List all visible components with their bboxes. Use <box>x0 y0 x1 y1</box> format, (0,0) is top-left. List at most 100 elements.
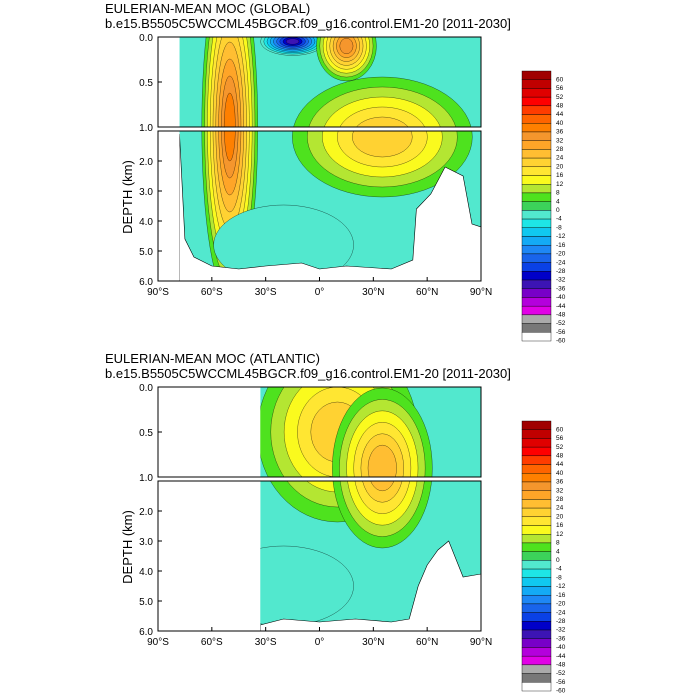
colorbar-label: -8 <box>556 224 562 231</box>
colorbar-box <box>521 166 552 176</box>
colorbar-label: -52 <box>556 320 566 327</box>
colorbar-label: -48 <box>556 662 566 669</box>
contour-level <box>339 37 354 55</box>
colorbar-box <box>521 629 552 639</box>
colorbar-box <box>521 612 552 622</box>
contour-level <box>213 204 354 281</box>
colorbar-label: -60 <box>556 338 566 345</box>
y-tick-label: 0.5 <box>139 428 153 439</box>
topography-mask <box>260 540 481 631</box>
colorbar-box <box>521 560 552 570</box>
colorbar-box <box>521 314 552 324</box>
colorbar-label: 16 <box>556 172 564 179</box>
colorbar-box <box>521 88 552 98</box>
colorbar-label: 52 <box>556 94 564 101</box>
colorbar-box <box>521 464 552 474</box>
lower-depth-field <box>158 481 481 631</box>
x-tick-label: 60°N <box>416 287 438 298</box>
contour-level <box>223 131 236 162</box>
colorbar-label: -4 <box>556 566 562 573</box>
colorbar-box <box>521 568 552 578</box>
y-tick-label: 5.0 <box>139 597 153 608</box>
panel-atlantic: 0.0 0.5 1.0 2.0 3.0 4.0 5.0 6.090°S 60°S 30°S 0° 30… <box>120 383 566 695</box>
y-tick-label: 0.5 <box>139 78 153 89</box>
colorbar-label: -44 <box>556 303 566 310</box>
colorbar-label: 4 <box>556 198 560 205</box>
colorbar-label: 56 <box>556 85 564 92</box>
y-tick-label: 5.0 <box>139 247 153 258</box>
contour-level <box>352 131 413 158</box>
y-axis-label: DEPTH (km) <box>120 510 135 584</box>
y-tick-label: 2.0 <box>139 507 153 518</box>
colorbar-label: 48 <box>556 452 564 459</box>
colorbar-box <box>521 577 552 587</box>
colorbar-box <box>521 140 552 150</box>
colorbar-box <box>521 647 552 657</box>
lower-depth-field <box>158 131 481 281</box>
colorbar-box <box>521 175 552 185</box>
colorbar-label: 24 <box>556 505 564 512</box>
colorbar-box <box>521 638 552 648</box>
x-tick-label: 30°S <box>255 287 277 298</box>
colorbar-box <box>521 438 552 448</box>
colorbar-box <box>521 305 552 316</box>
y-tick-label: 2.0 <box>139 157 153 168</box>
colorbar-label: -20 <box>556 601 566 608</box>
panel-atlantic-subtitle: b.e15.B5505C5WCCML45BGCR.f09_g16.control… <box>105 366 511 381</box>
colorbar-box <box>521 673 552 683</box>
colorbar-box <box>521 542 552 552</box>
colorbar-box <box>521 149 552 159</box>
y-tick-label: 1.0 <box>139 123 153 134</box>
contour-level <box>370 481 395 492</box>
land-mask <box>158 387 261 477</box>
colorbar-label: -40 <box>556 294 566 301</box>
colorbar-label: -12 <box>556 233 566 240</box>
colorbar-label: -4 <box>556 216 562 223</box>
colorbar-label: 0 <box>556 207 560 214</box>
colorbar-label: 0 <box>556 557 560 564</box>
x-tick-label: 90°N <box>470 287 492 298</box>
colorbar-label: 36 <box>556 479 564 486</box>
colorbar-box <box>521 551 552 561</box>
colorbar-box <box>521 429 552 439</box>
colorbar-label: 8 <box>556 540 560 547</box>
panel-global-title: EULERIAN-MEAN MOC (GLOBAL) <box>105 1 310 16</box>
colorbar-label: 60 <box>556 426 564 433</box>
colorbar-box <box>521 664 552 674</box>
land-mask <box>158 37 180 127</box>
y-tick-label: 0.0 <box>139 383 153 394</box>
colorbar-label: 60 <box>556 76 564 83</box>
colorbar-box <box>521 323 552 333</box>
colorbar-label: -52 <box>556 670 566 677</box>
x-tick-label: 60°S <box>201 637 223 648</box>
colorbar-box <box>521 516 552 526</box>
colorbar-box <box>521 262 552 272</box>
colorbar-box <box>521 271 552 281</box>
x-tick-label: 30°N <box>362 287 384 298</box>
colorbar-label: -44 <box>556 653 566 660</box>
colorbar-label: 20 <box>556 163 564 170</box>
colorbar-label: -36 <box>556 285 566 292</box>
x-tick-label: 0° <box>315 637 325 648</box>
colorbar-box <box>521 586 552 596</box>
colorbar-label: 52 <box>556 444 564 451</box>
colorbar-label: -32 <box>556 627 566 634</box>
colorbar-box <box>521 297 552 307</box>
colorbar-box <box>521 455 552 465</box>
colorbar-label: 8 <box>556 190 560 197</box>
colorbar-box <box>521 79 552 89</box>
x-tick-label: 30°N <box>362 637 384 648</box>
x-tick-label: 0° <box>315 287 325 298</box>
colorbar-box <box>521 227 552 237</box>
colorbar-label: -12 <box>556 583 566 590</box>
colorbar-label: -40 <box>556 644 566 651</box>
x-tick-label: 90°S <box>147 287 169 298</box>
x-tick-label: 90°S <box>147 637 169 648</box>
colorbar-label: 20 <box>556 513 564 520</box>
panel-global: 0.0 0.5 1.0 2.0 3.0 4.0 5.0 6.090°S 60°S 30°S 0° 30… <box>120 33 566 345</box>
land-mask <box>158 131 180 281</box>
colorbar-box <box>521 157 552 168</box>
colorbar-label: 48 <box>556 102 564 109</box>
colorbar-label: 32 <box>556 137 564 144</box>
y-tick-label: 3.0 <box>139 537 153 548</box>
